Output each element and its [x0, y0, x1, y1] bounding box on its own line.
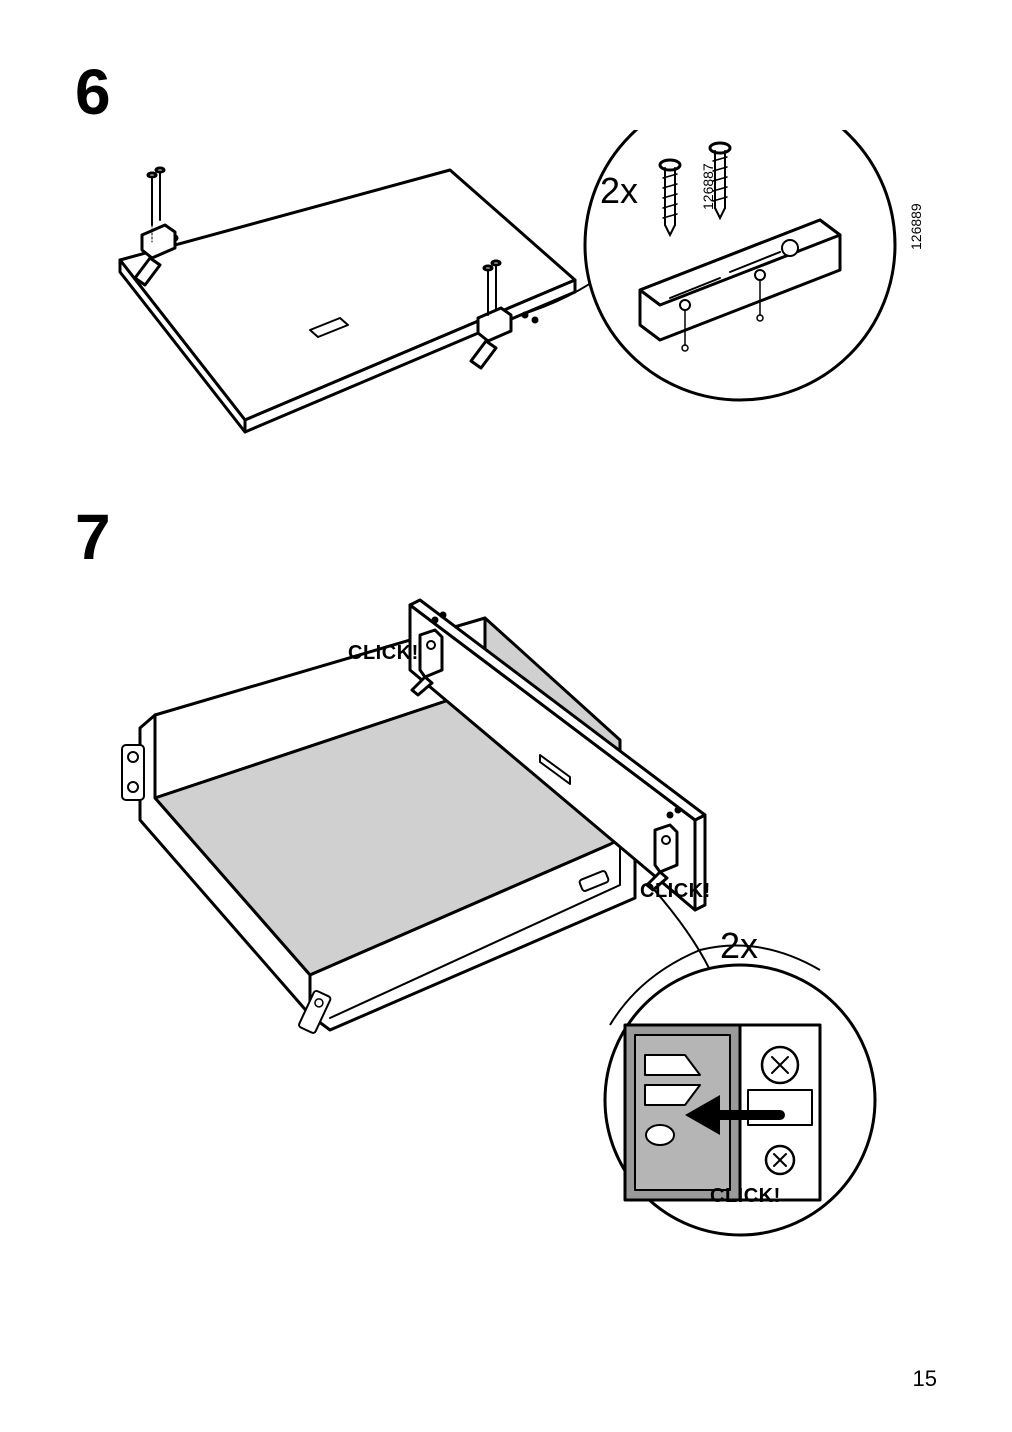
- click-label-mid: CLICK!: [640, 880, 711, 903]
- click-label-detail: CLICK!: [710, 1185, 781, 1208]
- step-6-illustration: 2x 126887 126889: [80, 130, 940, 460]
- step-7-number: 7: [75, 500, 111, 574]
- click-label-top: CLICK!: [348, 642, 419, 665]
- step7-qty: 2x: [720, 925, 758, 967]
- step-7-illustration: CLICK! CLICK! CLICK! 2x: [80, 580, 940, 1240]
- page-number: 15: [913, 1366, 937, 1392]
- step-7-svg: [80, 580, 940, 1240]
- step-6-number: 6: [75, 55, 111, 129]
- step6-qty: 2x: [600, 170, 638, 212]
- step-6-svg: [80, 130, 940, 460]
- part-id-1: 126887: [700, 163, 716, 210]
- part-id-2: 126889: [908, 203, 924, 250]
- instruction-page: 6: [0, 0, 1012, 1432]
